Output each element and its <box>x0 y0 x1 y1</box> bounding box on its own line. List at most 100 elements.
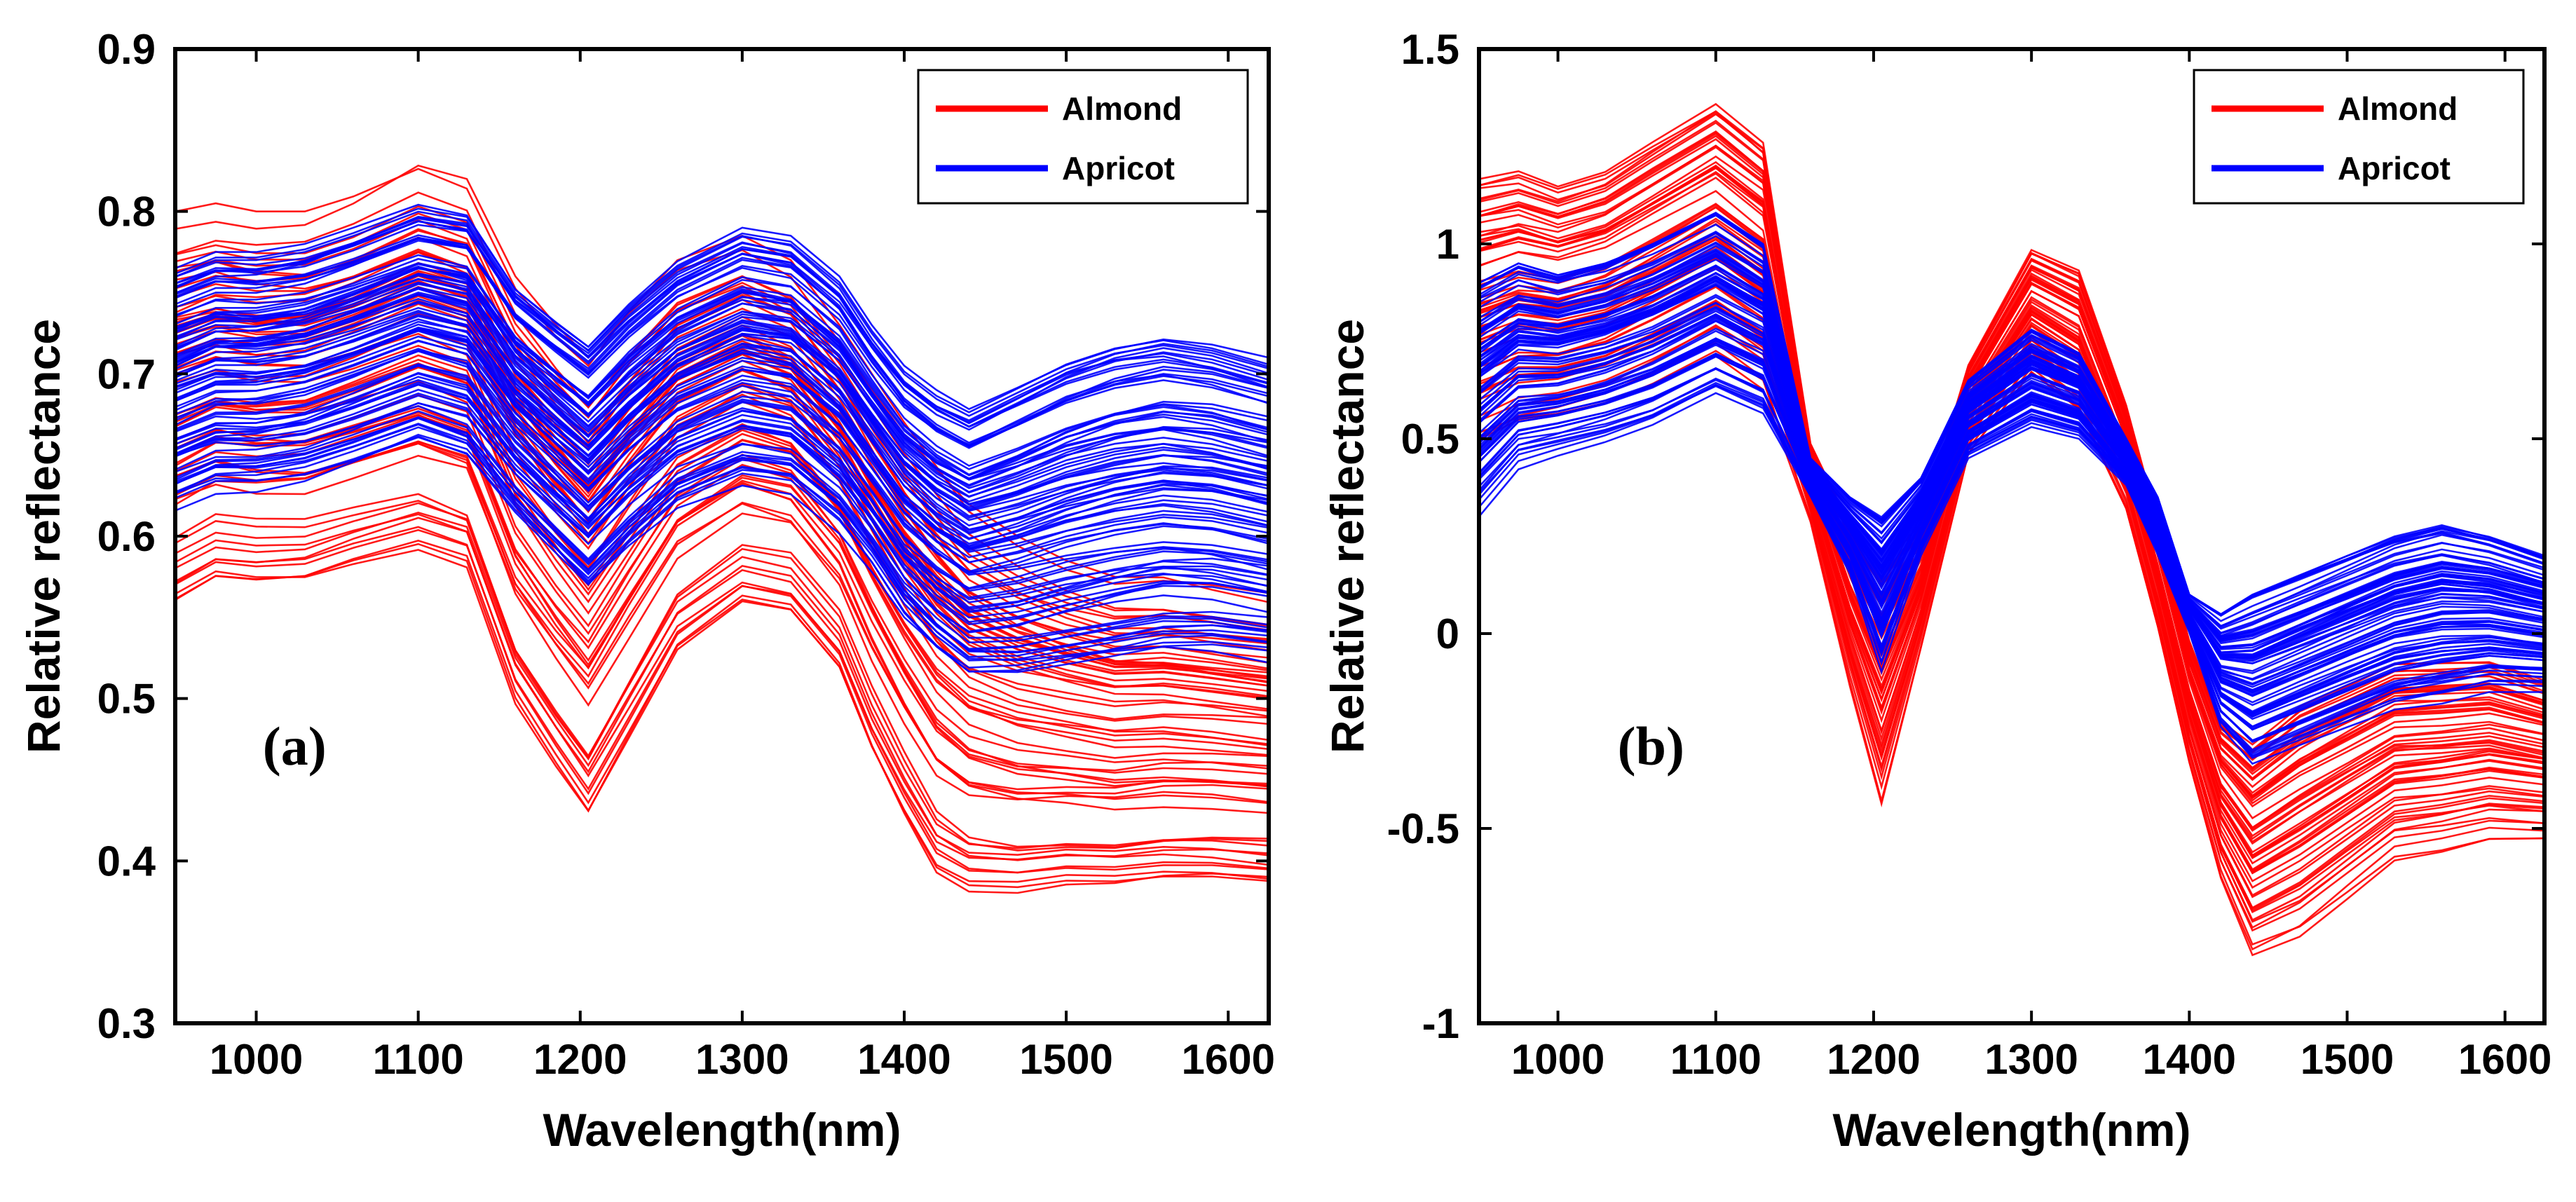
series-line-apricot <box>1479 243 2544 635</box>
series-apricot <box>1479 212 2544 765</box>
series-line-apricot <box>175 281 1269 498</box>
series-line-apricot <box>175 254 1269 467</box>
series-line-apricot <box>1479 343 2544 720</box>
series-line-apricot <box>1479 252 2544 641</box>
series-line-almond <box>175 493 1269 848</box>
series-line-apricot <box>175 217 1269 425</box>
y-tick-label: -1 <box>1422 1000 1459 1047</box>
series-layer <box>1479 102 2544 957</box>
series-line-apricot <box>175 348 1269 573</box>
x-tick-label: 1500 <box>1019 1036 1112 1083</box>
y-tick-label: 0.6 <box>97 513 156 560</box>
legend-label-almond: Almond <box>2338 90 2458 127</box>
series-line-apricot <box>175 402 1269 633</box>
y-tick-label: 0.8 <box>97 189 156 235</box>
series-line-apricot <box>175 433 1269 669</box>
series-line-almond <box>175 511 1269 856</box>
x-tick-label: 1600 <box>2458 1036 2551 1083</box>
series-line-apricot <box>175 364 1269 589</box>
series-line-apricot <box>175 219 1269 428</box>
series-line-almond <box>1479 161 2544 794</box>
series-line-apricot <box>175 350 1269 575</box>
series-line-almond <box>175 542 1269 889</box>
series-line-almond <box>175 327 1269 718</box>
series-line-almond <box>1479 213 2544 838</box>
series-line-almond <box>175 358 1269 745</box>
x-tick-label: 1200 <box>1827 1036 1920 1083</box>
series-line-almond <box>175 526 1269 874</box>
y-tick-label: 0.7 <box>97 350 156 397</box>
y-tick-label: 0 <box>1436 610 1459 657</box>
series-line-almond <box>175 414 1269 787</box>
series-line-apricot <box>1479 223 2544 622</box>
series-line-apricot <box>1479 213 2544 616</box>
series-line-almond <box>175 549 1269 894</box>
series-apricot <box>175 203 1269 674</box>
legend-box <box>917 69 1249 205</box>
series-line-apricot <box>175 310 1269 531</box>
series-line-almond <box>175 454 1269 803</box>
series-line-almond <box>175 502 1269 849</box>
legend-label-apricot: Apricot <box>2338 150 2451 186</box>
series-line-apricot <box>175 371 1269 599</box>
legend: Almond Apricot <box>2193 69 2525 205</box>
y-tick-label: 0.3 <box>97 1000 156 1047</box>
y-tick-label: 0.5 <box>97 676 156 723</box>
series-line-apricot <box>1479 296 2544 674</box>
series-line-apricot <box>1479 306 2544 685</box>
series-line-apricot <box>175 378 1269 608</box>
series-line-almond <box>1479 238 2544 859</box>
series-line-apricot <box>175 273 1269 488</box>
series-line-almond <box>1479 112 2544 754</box>
series-line-apricot <box>1479 284 2544 664</box>
series-line-apricot <box>1479 353 2544 728</box>
series-line-apricot <box>1479 378 2544 753</box>
series-line-apricot <box>1479 383 2544 757</box>
x-tick-label: 1100 <box>1670 1036 1761 1083</box>
series-line-apricot <box>175 258 1269 470</box>
series-line-apricot <box>175 262 1269 476</box>
series-line-apricot <box>175 392 1269 623</box>
y-tick-label: 1.5 <box>1401 26 1459 73</box>
x-axis-label: Wavelength(nm) <box>543 1104 901 1156</box>
panel-label: (a) <box>263 716 327 777</box>
chart-panel-a: 1000 1100 1200 1300 1400 1500 1600 0.3 0.4 0.5 0.6… <box>18 26 1275 1156</box>
series-line-apricot <box>175 416 1269 653</box>
axes-frame <box>1477 47 2547 1025</box>
series-line-apricot <box>175 301 1269 521</box>
x-tick-label: 1600 <box>1181 1036 1274 1083</box>
tick-layer: 1000 1100 1200 1300 1400 1500 1600 -1 -0.5 0 0.5 1 1… <box>1387 26 2552 1083</box>
series-line-almond <box>1479 177 2544 808</box>
y-tick-label: 1 <box>1436 221 1459 268</box>
panel-label: (b) <box>1618 716 1684 777</box>
series-line-apricot <box>175 340 1269 564</box>
series-line-apricot <box>175 381 1269 610</box>
y-tick-label: 0.9 <box>97 26 156 73</box>
x-tick-label: 1100 <box>373 1036 464 1083</box>
series-line-almond <box>175 414 1269 787</box>
legend-box <box>2193 69 2525 205</box>
series-line-apricot <box>175 436 1269 673</box>
series-line-almond <box>175 540 1269 883</box>
legend: Almond Apricot <box>917 69 1249 205</box>
series-line-apricot <box>1479 264 2544 648</box>
series-line-almond <box>175 228 1269 652</box>
series-line-apricot <box>175 329 1269 552</box>
x-tick-label: 1300 <box>1984 1036 2078 1083</box>
series-line-apricot <box>175 301 1269 519</box>
series-line-almond <box>175 500 1269 852</box>
series-line-apricot <box>1479 308 2544 686</box>
series-line-almond <box>1479 222 2544 845</box>
series-line-apricot <box>1479 280 2544 661</box>
series-line-apricot <box>175 350 1269 576</box>
series-line-apricot <box>175 293 1269 512</box>
series-line-apricot <box>175 265 1269 481</box>
series-line-almond <box>1479 164 2544 797</box>
y-axis-label: Relative reflectance <box>1321 319 1373 753</box>
series-line-apricot <box>175 238 1269 448</box>
x-tick-label: 1300 <box>695 1036 789 1083</box>
series-line-almond <box>1479 203 2544 829</box>
y-axis-label: Relative reflectance <box>18 319 69 753</box>
series-line-almond <box>175 219 1269 642</box>
x-tick-label: 1400 <box>857 1036 950 1083</box>
